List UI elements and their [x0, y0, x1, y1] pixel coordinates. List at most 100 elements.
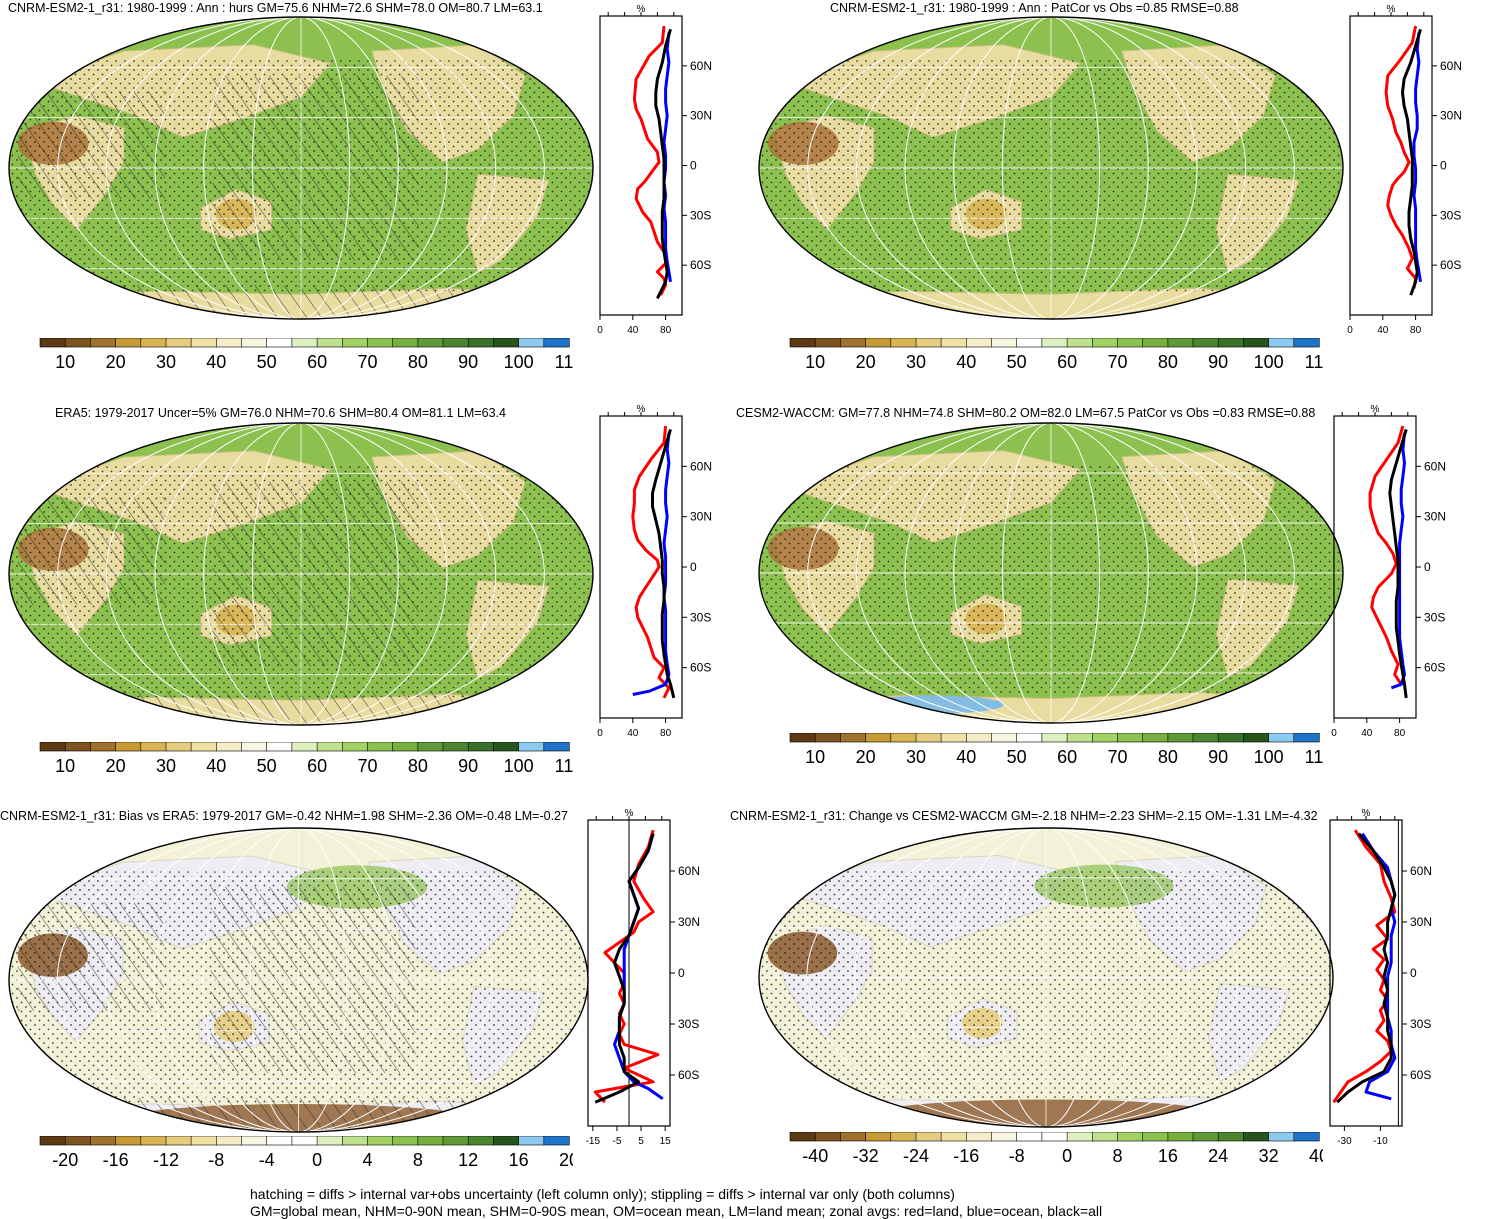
zonal-lat-label: 30N [690, 510, 712, 524]
footnote-line-1: hatching = diffs > internal var+obs unce… [250, 1186, 955, 1202]
hatching [17, 902, 164, 1011]
colorbar-label: 30 [156, 352, 176, 372]
zonal-lat-label: 0 [690, 159, 697, 173]
zonal-ocean-line [1412, 32, 1422, 283]
longitude-gridline [953, 423, 1149, 723]
colorbar-swatch [417, 742, 444, 752]
colorbar-swatch [442, 742, 469, 752]
colorbar-swatch [291, 338, 318, 348]
zonal-lat-label: 30S [1410, 1017, 1431, 1031]
world-map [758, 16, 1344, 320]
colorbar-label: 30 [156, 756, 176, 776]
colorbar-swatch [1167, 1132, 1194, 1142]
colorbar-swatch [1217, 1132, 1245, 1142]
zonal-x-label: 0 [597, 325, 603, 336]
zonal-x-label: 40 [627, 728, 639, 739]
colorbar-swatch [417, 338, 444, 348]
zonal-lat-label: 30S [1424, 610, 1445, 624]
zonal-lat-label: 60N [690, 459, 712, 473]
colorbar-swatch [115, 1136, 142, 1146]
hatching [17, 497, 166, 605]
colorbar-label: 110 [555, 352, 573, 372]
zonal-lat-label: 60N [1410, 864, 1432, 878]
colorbar-label: 30 [906, 747, 926, 767]
colorbar-swatch [1142, 338, 1169, 348]
panel-title: CNRM-ESM2-1_r31: 1980-1999 : Ann : PatCo… [830, 1, 1239, 15]
zonal-all-line [594, 833, 655, 1104]
colorbar-swatch [1268, 338, 1295, 348]
zonal-lat-label: 30S [690, 610, 711, 624]
colorbar-label: 20 [856, 747, 876, 767]
colorbar-label: 40 [956, 747, 976, 767]
colorbar-swatch [392, 1136, 419, 1146]
zonal-x-label: -30 [1337, 1136, 1352, 1147]
colorbar-label: 32 [1259, 1146, 1279, 1166]
colorbar-label: 50 [257, 756, 277, 776]
zonal-lat-label: 0 [678, 966, 685, 980]
colorbar-label: 50 [1007, 747, 1027, 767]
zonal-x-label: 80 [660, 728, 672, 739]
longitude-gridline [57, 17, 545, 319]
zonal-lat-label: 30N [678, 915, 700, 929]
colorbar-swatch [518, 338, 545, 348]
panel-title: ERA5: 1979-2017 Uncer=5% GM=76.0 NHM=70.… [55, 406, 506, 420]
colorbar-swatch [1091, 338, 1119, 348]
zonal-lat-label: 30N [1410, 915, 1432, 929]
colorbar-swatch [190, 742, 217, 752]
zonal-ocean-line [632, 432, 671, 696]
longitude-gridline [904, 423, 1198, 723]
longitude-gridline [949, 828, 1143, 1127]
longitude-gridline [855, 17, 1247, 319]
longitude-gridline [154, 17, 448, 319]
colorbar-swatch [493, 338, 520, 348]
zonal-lat-label: 60S [1424, 661, 1445, 675]
zonal-unit-label: % [637, 404, 646, 415]
colorbar-swatch [291, 742, 318, 752]
colorbar-swatch [1016, 1132, 1043, 1142]
longitude-gridline [1001, 17, 1101, 319]
colorbar-swatch [1066, 1132, 1093, 1142]
colorbar-swatch [991, 1132, 1018, 1142]
colorbar-label: 100 [1254, 747, 1284, 767]
colorbar-swatch [39, 1136, 66, 1146]
colorbar-swatch [266, 338, 293, 348]
colorbar-label: 80 [1158, 352, 1178, 372]
zonal-mean-plot: % 60N 30N 0 30S 60S 0 40 80 [1331, 404, 1446, 739]
colorbar-label: -40 [802, 1146, 828, 1166]
zonal-mean-plot: % 60N 30N 0 30S 60S 0 40 80 [597, 4, 712, 336]
colorbar-swatch [1091, 1132, 1119, 1142]
zonal-ocean-line [613, 833, 664, 1101]
colorbar-label: 60 [1057, 352, 1077, 372]
map-outline [8, 422, 594, 726]
colorbar-swatch [442, 338, 469, 348]
colorbar-swatch [467, 1136, 495, 1146]
zonal-lat-label: 0 [1424, 560, 1431, 574]
colorbar-label: 90 [458, 352, 478, 372]
zonal-land-line [1384, 25, 1418, 289]
colorbar-swatch [1217, 733, 1245, 743]
colorbar-label: 16 [509, 1150, 529, 1170]
longitude-gridline [203, 423, 399, 725]
colorbar-label: 100 [504, 352, 534, 372]
longitude-gridline [154, 423, 448, 725]
zonal-x-label: 40 [1361, 728, 1373, 739]
colorbar-swatch [518, 1136, 545, 1146]
colorbar-label: 40 [206, 352, 226, 372]
colorbar-swatch [814, 1132, 842, 1142]
colorbar-label: 10 [805, 747, 825, 767]
zonal-x-label: 40 [1377, 325, 1389, 336]
colorbar-label: 10 [55, 756, 75, 776]
longitude-gridline [807, 423, 1295, 723]
zonal-lat-label: 0 [1410, 966, 1417, 980]
colorbar-swatch [190, 1136, 217, 1146]
colorbar-label: 40 [1309, 1146, 1323, 1166]
colorbar-label: 50 [1007, 352, 1027, 372]
colorbar: 10 20 30 40 50 60 70 80 90 100 110 [789, 733, 1323, 767]
zonal-lat-label: 60S [678, 1068, 699, 1082]
zonal-lat-label: 60N [1424, 459, 1446, 473]
colorbar-label: 20 [106, 756, 126, 776]
colorbar-swatch [467, 338, 495, 348]
longitude-gridline [203, 17, 399, 319]
colorbar-swatch [543, 1136, 570, 1146]
zonal-x-label: 15 [660, 1136, 672, 1147]
